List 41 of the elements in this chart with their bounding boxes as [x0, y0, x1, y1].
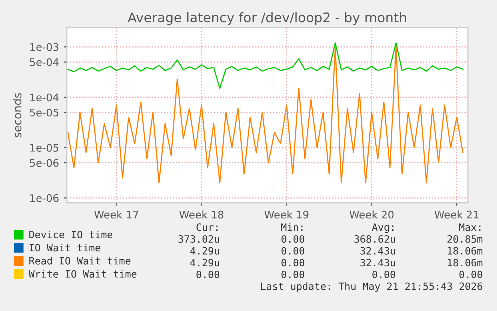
text: 4.29u	[190, 259, 220, 267]
text: 20.85m	[448, 235, 483, 244]
text: Min:	[281, 223, 303, 232]
x-tick-label: Week 18	[180, 210, 224, 219]
legend-label: Write IO Wait time	[28, 270, 137, 278]
line-series	[68, 42, 464, 90]
x-tick-label: Week 17	[94, 210, 138, 219]
text: 0.00	[196, 270, 220, 278]
x-tick-label: Week 19	[264, 210, 309, 219]
y-tick-label: 1e-06	[30, 194, 59, 202]
text: 368.62u	[354, 235, 396, 244]
legend-label: Device IO time	[30, 230, 113, 239]
text: 0.00	[282, 270, 305, 278]
text: 18.06m	[448, 247, 483, 255]
line-series	[68, 46, 464, 184]
y-tick-label: 1e-05	[30, 144, 59, 152]
text: Cur:	[196, 224, 218, 232]
text: 4.29u	[190, 247, 220, 255]
text: 0.00	[372, 270, 396, 278]
x-tick-label: Week 20	[350, 210, 394, 219]
y-tick-label: 1e-04	[30, 94, 59, 102]
y-tick-label: 5e-04	[30, 58, 59, 66]
y-tick-label: 5e-05	[30, 108, 59, 117]
text: Avg:	[372, 224, 394, 234]
text: 18.06m	[448, 259, 483, 267]
text: Last update: Thu May 21 21:55:43 2026	[261, 282, 482, 292]
y-tick-label: 1e-03	[30, 43, 59, 52]
text: 0.00	[282, 235, 305, 244]
text: 0.00	[282, 247, 305, 255]
y-tick-label: 5e-06	[30, 159, 59, 168]
text: 373.02u	[178, 235, 220, 244]
text: 0.00	[460, 270, 482, 278]
x-tick-label: Week 21	[434, 210, 479, 219]
legend-label: Read IO Wait time	[30, 257, 131, 265]
text: Max:	[459, 224, 481, 232]
text: 32.43u	[360, 247, 396, 255]
legend-label: IO Wait time	[30, 244, 101, 252]
text: 0.00	[282, 259, 305, 267]
text: 32.43u	[360, 259, 396, 267]
chart-title: Average latency for /dev/loop2 - by month	[128, 12, 406, 26]
y-axis-title: seconds	[13, 93, 22, 138]
